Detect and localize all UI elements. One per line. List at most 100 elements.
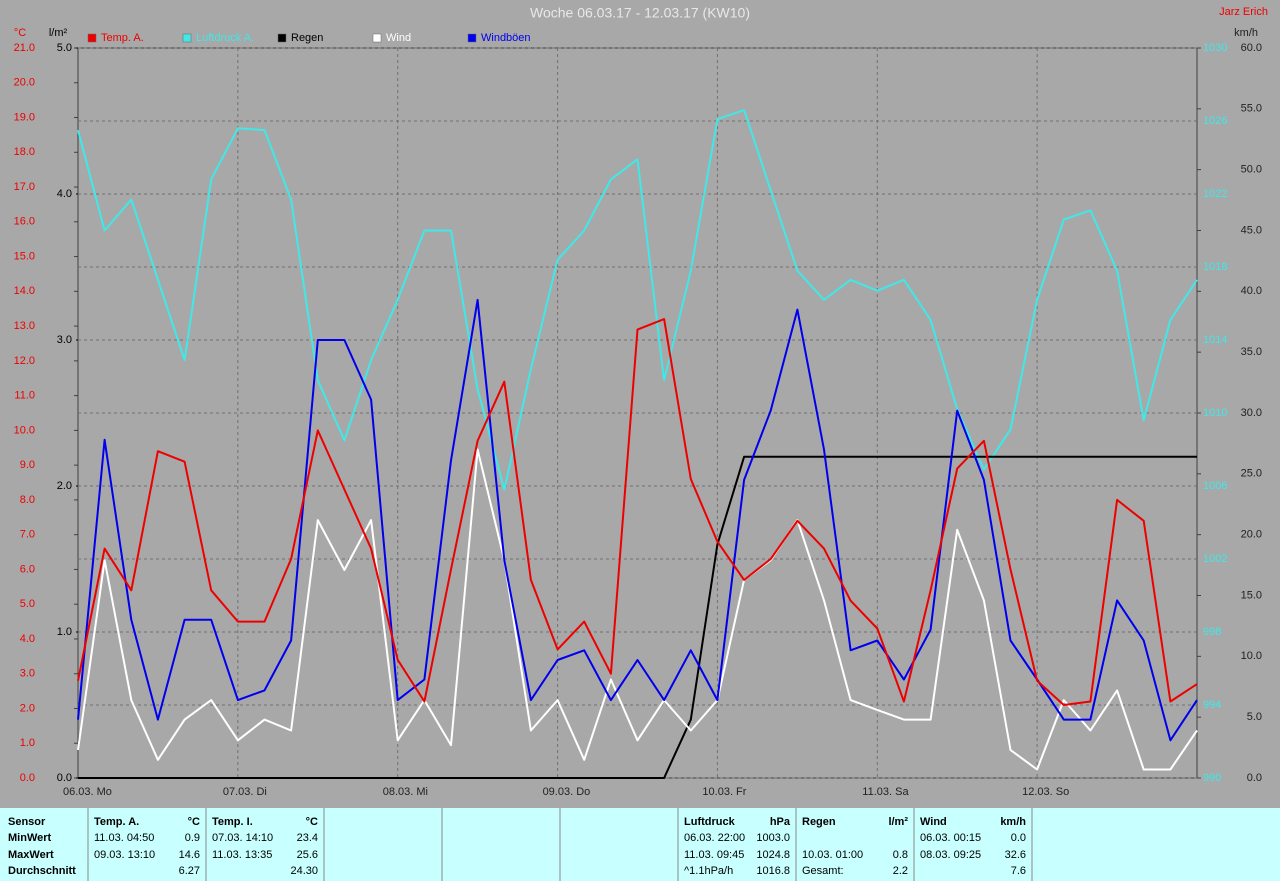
series-line: [78, 455, 1197, 779]
y3-tick-label: 998: [1203, 626, 1221, 638]
stats-panel: [0, 808, 1280, 881]
stats-date: 11.03. 04:50: [94, 832, 154, 844]
stats-date: 08.03. 09:25: [920, 849, 981, 861]
stats-value: 1024.8: [756, 849, 790, 861]
stats-unit: °C: [306, 816, 318, 828]
y2-tick-label: 5.0: [57, 42, 72, 54]
stats-value: 2.2: [893, 865, 908, 877]
y3-tick-label: 990: [1203, 772, 1221, 784]
stats-value: 0.0: [1011, 832, 1026, 844]
y4-tick-label: 25.0: [1241, 468, 1262, 480]
y4-tick-label: 0.0: [1247, 772, 1262, 784]
x-tick-label: 08.03. Mi: [383, 786, 428, 798]
stats-date: 07.03. 14:10: [212, 832, 273, 844]
y-tick-label: 14.0: [14, 285, 35, 297]
legend-swatch: [467, 33, 477, 43]
legend-swatch: [87, 33, 97, 43]
y-tick-label: 10.0: [14, 424, 35, 436]
y2-tick-label: 2.0: [57, 480, 72, 492]
y-tick-label: 20.0: [14, 77, 35, 89]
y-tick-label: 16.0: [14, 216, 35, 228]
x-tick-label: 11.03. Sa: [862, 786, 909, 798]
y-tick-label: 15.0: [14, 250, 35, 262]
series-line: [77, 448, 1198, 771]
stats-title: Temp. I.: [212, 816, 253, 828]
stats-date: 06.03. 22:00: [684, 832, 745, 844]
stats-date: Gesamt:: [802, 865, 844, 877]
y3-tick-label: 1006: [1203, 480, 1227, 492]
y4-tick-label: 5.0: [1247, 711, 1262, 723]
legend-label: Wind: [386, 32, 411, 44]
legend-swatch: [182, 33, 192, 43]
x-tick-label: 09.03. Do: [543, 786, 591, 798]
stats-date: 11.03. 09:45: [684, 849, 744, 861]
y4-tick-label: 15.0: [1241, 589, 1262, 601]
y3-tick-label: 1014: [1203, 334, 1227, 346]
y4-tick-label: 30.0: [1241, 407, 1262, 419]
stats-label: Durchschnitt: [8, 865, 76, 877]
stats-value: 1016.8: [756, 865, 790, 877]
y-tick-label: 18.0: [14, 146, 35, 158]
legend-label: Windböen: [481, 32, 531, 44]
y-tick-label: 7.0: [20, 529, 35, 541]
y4-tick-label: 35.0: [1241, 346, 1262, 358]
y4-tick-label: 60.0: [1241, 42, 1262, 54]
y2-tick-label: 3.0: [57, 334, 72, 346]
y3-tick-label: 994: [1203, 699, 1221, 711]
y-tick-label: 0.0: [20, 772, 35, 784]
stats-date: 09.03. 13:10: [94, 849, 155, 861]
legend-label: Regen: [291, 32, 323, 44]
y2-tick-label: 1.0: [57, 626, 72, 638]
stats-title: Luftdruck: [684, 816, 736, 828]
stats-value: 7.6: [1011, 865, 1026, 877]
y-axis-label: °C: [14, 27, 26, 39]
y-tick-label: 19.0: [14, 111, 35, 123]
legend-swatch: [372, 33, 382, 43]
stats-unit: °C: [188, 816, 200, 828]
y3-tick-label: 1010: [1203, 407, 1227, 419]
y4-tick-label: 40.0: [1241, 285, 1262, 297]
stats-unit: hPa: [770, 816, 791, 828]
stats-date: 06.03. 00:15: [920, 832, 981, 844]
stats-date: 10.03. 01:00: [802, 849, 863, 861]
y3-tick-label: 1022: [1203, 188, 1227, 200]
stats-label: MaxWert: [8, 849, 54, 861]
y-tick-label: 9.0: [20, 459, 35, 471]
stats-title: Regen: [802, 816, 836, 828]
y4-tick-label: 45.0: [1241, 224, 1262, 236]
stats-title: Wind: [920, 816, 947, 828]
y-tick-label: 8.0: [20, 494, 35, 506]
stats-value: 23.4: [297, 832, 318, 844]
y-tick-label: 17.0: [14, 181, 35, 193]
y3-tick-label: 1026: [1203, 115, 1227, 127]
y-tick-label: 12.0: [14, 355, 35, 367]
stats-date: 11.03. 13:35: [212, 849, 272, 861]
y4-tick-label: 10.0: [1241, 650, 1262, 662]
y2-tick-label: 0.0: [57, 772, 72, 784]
y4-axis-label: km/h: [1234, 27, 1258, 39]
stats-date: ^1.1hPa/h: [684, 865, 733, 877]
y2-axis-label: l/m²: [49, 27, 68, 39]
y-tick-label: 21.0: [14, 42, 35, 54]
stats-value: 14.6: [179, 849, 200, 861]
stats-title: Temp. A.: [94, 816, 139, 828]
y-tick-label: 3.0: [20, 668, 35, 680]
legend-swatch: [277, 33, 287, 43]
y3-tick-label: 1018: [1203, 261, 1227, 273]
stats-value: 6.27: [179, 865, 200, 877]
x-tick-label: 06.03. Mo: [63, 786, 112, 798]
legend-label: Temp. A.: [101, 32, 144, 44]
author: Jarz Erich: [1219, 6, 1268, 18]
chart-title: Woche 06.03.17 - 12.03.17 (KW10): [530, 5, 750, 21]
series-line: [77, 109, 1198, 491]
stats-label: MinWert: [8, 832, 52, 844]
y3-tick-label: 1002: [1203, 553, 1227, 565]
y-tick-label: 5.0: [20, 598, 35, 610]
y4-tick-label: 20.0: [1241, 529, 1262, 541]
y4-tick-label: 50.0: [1241, 164, 1262, 176]
stats-value: 24.30: [290, 865, 318, 877]
stats-unit: l/m²: [888, 816, 908, 828]
stats-value: 0.8: [893, 849, 908, 861]
x-tick-label: 10.03. Fr: [702, 786, 746, 798]
